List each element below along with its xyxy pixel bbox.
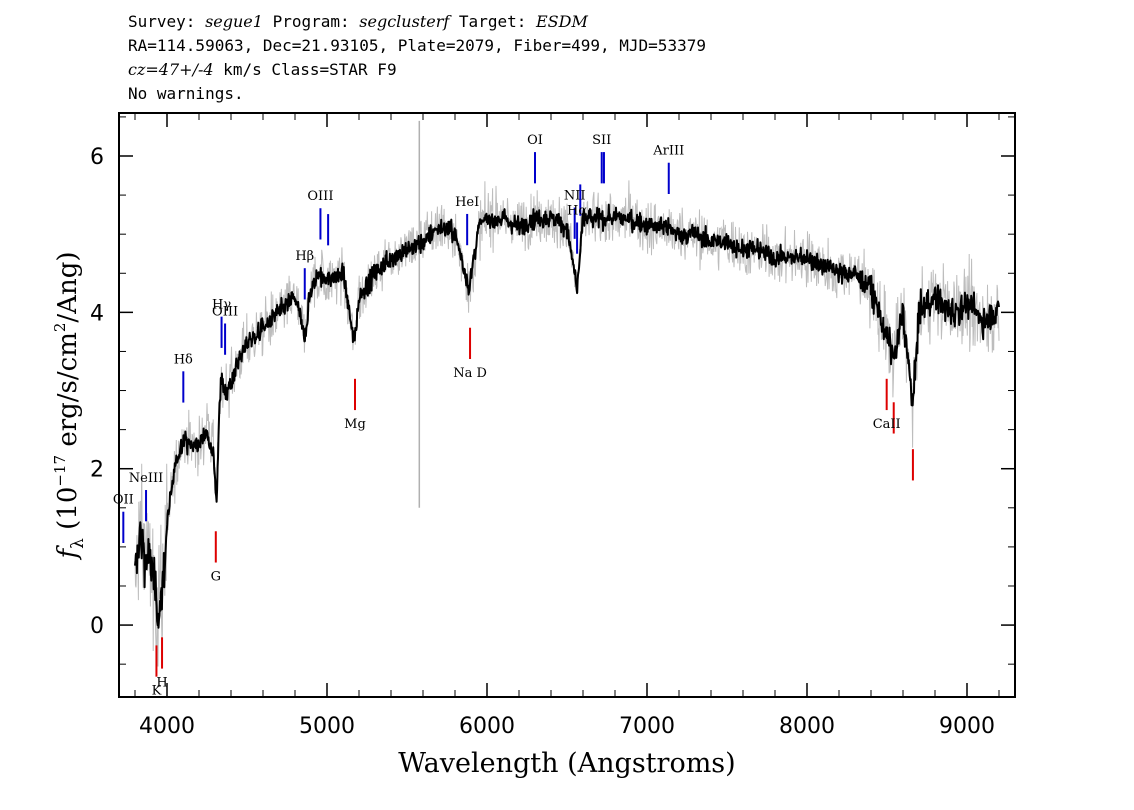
line-label: SII	[592, 133, 611, 148]
redshift-value: cz=47+/-4	[128, 60, 214, 79]
x-tick-label: 7000	[619, 714, 675, 739]
header-line-3: cz=47+/-4 km/s Class=STAR F9	[128, 60, 397, 79]
line-label: CaII	[873, 417, 901, 432]
line-label: Hδ	[174, 352, 193, 367]
line-label: NeIII	[129, 471, 163, 486]
survey-value: segue1	[205, 12, 263, 31]
y-axis-label: fλ (10−17 erg/s/cm2/Ang)	[51, 252, 88, 561]
x-tick-label: 8000	[779, 714, 835, 739]
line-label: ArIII	[652, 144, 684, 159]
x-tick-label: 4000	[139, 714, 195, 739]
line-label: OI	[527, 133, 543, 148]
flux-line	[134, 203, 1000, 629]
line-label: OII	[113, 493, 134, 508]
line-label: NII	[564, 189, 586, 204]
line-label: H	[156, 676, 167, 691]
y-tick-label: 0	[90, 614, 104, 639]
x-axis-label: Wavelength (Angstroms)	[398, 748, 735, 779]
line-label: K	[152, 684, 162, 699]
header-line-4: No warnings.	[128, 84, 244, 103]
line-label: Hγ	[212, 298, 231, 313]
x-tick-label: 6000	[459, 714, 515, 739]
line-label: OIII	[307, 189, 333, 204]
y-tick-label: 4	[90, 301, 104, 326]
target-value: ESDM	[536, 12, 588, 31]
program-value: segclusterf	[359, 12, 450, 31]
plot-frame	[118, 112, 1016, 698]
line-label: HeI	[455, 195, 479, 210]
y-tick-label: 6	[90, 145, 104, 170]
header-line-1: Survey: segue1 Program: segclusterf Targ…	[128, 12, 588, 31]
x-tick-label: 9000	[939, 714, 995, 739]
line-label: Hα	[567, 203, 587, 218]
flux-noise-line	[134, 180, 1000, 673]
header-line-2: RA=114.59063, Dec=21.93105, Plate=2079, …	[128, 36, 706, 55]
line-label: Mg	[344, 417, 366, 432]
line-label: OIII	[212, 304, 238, 319]
line-label: G	[211, 570, 221, 585]
line-label: Hβ	[295, 249, 314, 264]
line-label: Na D	[453, 366, 487, 381]
x-tick-label: 5000	[299, 714, 355, 739]
y-tick-label: 2	[90, 458, 104, 483]
